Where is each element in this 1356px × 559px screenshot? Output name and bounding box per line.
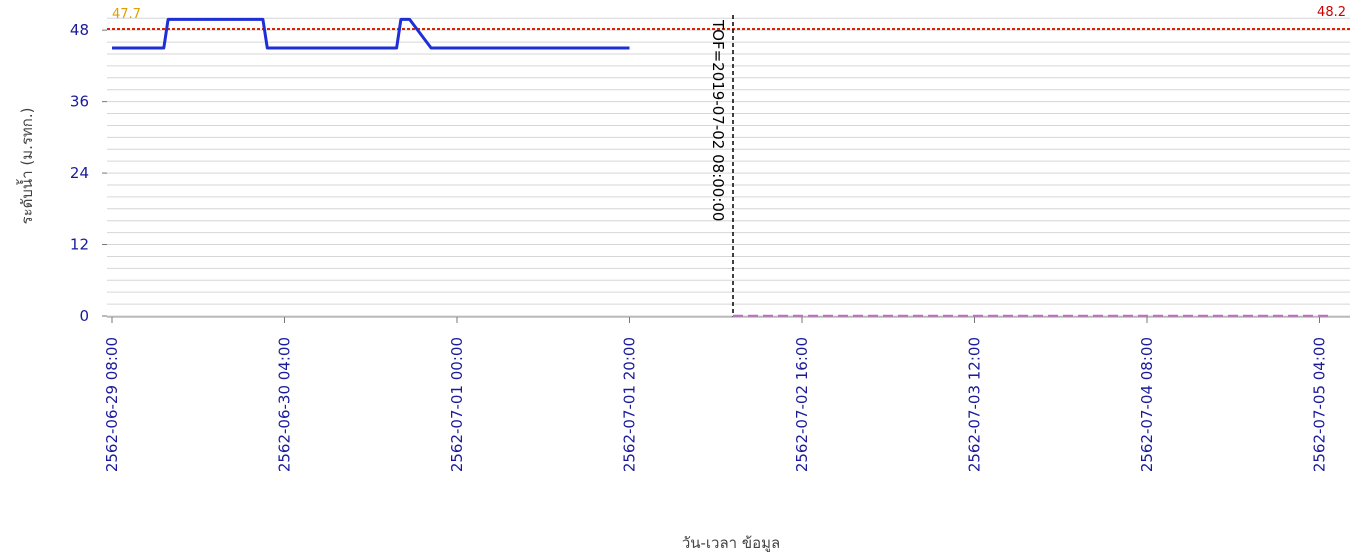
y-tick-label: 36 <box>70 93 89 111</box>
reference-line-label: TOF=2019-07-02 08:00:00 <box>709 19 727 221</box>
plot-area: 48.2 47.7 TOF=2019-07-02 08:00:00 <box>107 5 1350 318</box>
x-axis-title: วัน-เวลา ข้อมูล <box>682 534 780 552</box>
y-axis-title: ระดับน้ำ (ม.รทก.) <box>16 108 36 225</box>
x-tick-label: 2562-07-01 00:00 <box>448 337 466 472</box>
x-tick-label: 2562-07-02 16:00 <box>793 337 811 472</box>
x-tick-label: 2562-07-05 04:00 <box>1311 337 1329 472</box>
y-tick-label: 12 <box>70 236 89 254</box>
reference-lines: 48.2 47.7 TOF=2019-07-02 08:00:00 <box>107 5 1350 317</box>
x-tick-label: 2562-06-30 04:00 <box>276 337 294 472</box>
x-tick-label: 2562-06-29 08:00 <box>103 337 121 472</box>
series-line <box>112 17 630 50</box>
y-tick-label: 0 <box>79 307 89 325</box>
x-axis-ticks: 2562-06-29 08:00 2562-06-30 04:00 2562-07-… <box>103 317 1329 472</box>
reference-line-label: 47.7 <box>112 7 141 22</box>
x-tick-label: 2562-07-01 20:00 <box>621 337 639 472</box>
y-tick-label: 48 <box>70 21 89 39</box>
y-tick-label: 24 <box>70 164 89 182</box>
x-tick-label: 2562-07-04 08:00 <box>1138 337 1156 472</box>
y-axis-ticks: 0 12 24 36 48 <box>70 21 107 325</box>
plot-background <box>107 15 1350 317</box>
gridlines <box>107 17 1350 317</box>
reference-line-label: 48.2 <box>1317 5 1346 20</box>
x-tick-label: 2562-07-03 12:00 <box>966 337 984 472</box>
series-lines <box>112 17 1329 318</box>
